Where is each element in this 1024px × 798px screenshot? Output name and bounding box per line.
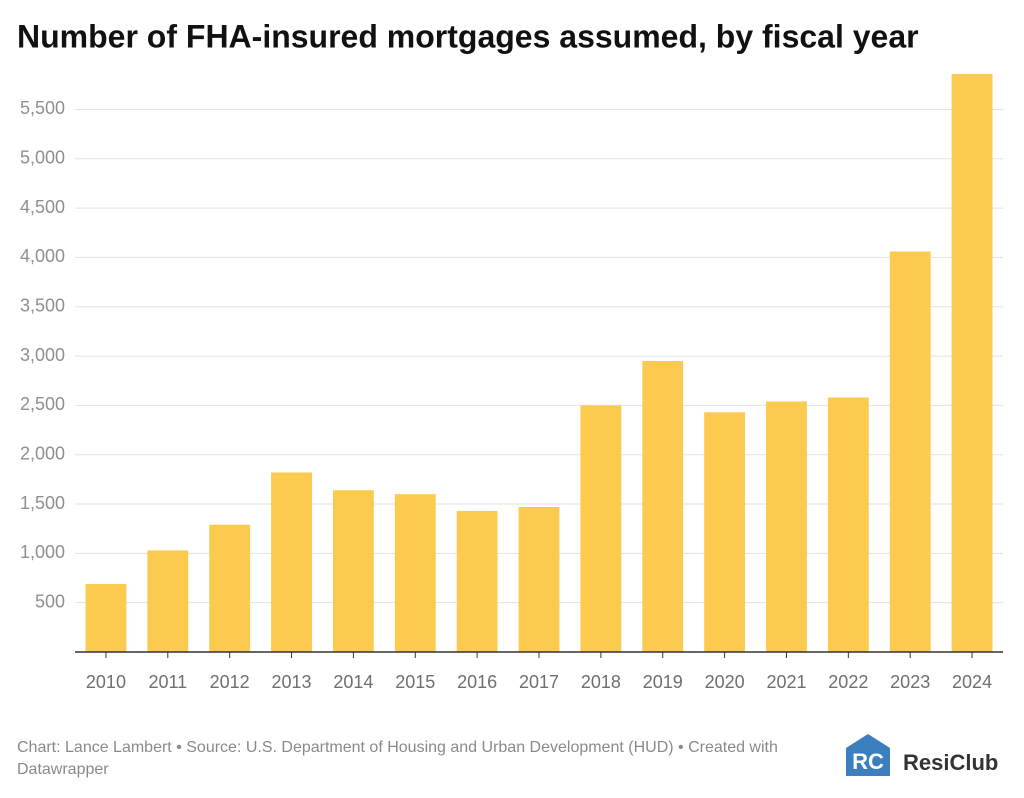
x-tick-label: 2020 (705, 672, 745, 692)
y-tick-label: 5,500 (20, 98, 65, 118)
y-tick-label: 2,000 (20, 443, 65, 463)
logo-mark: RC (852, 749, 884, 774)
bar (271, 472, 312, 652)
bar (147, 550, 189, 652)
y-tick-label: 1,000 (20, 542, 65, 562)
x-tick-label: 2012 (210, 672, 250, 692)
bar (951, 73, 993, 653)
x-tick-label: 2015 (395, 672, 435, 692)
x-tick-label: 2023 (890, 672, 930, 692)
bar (889, 251, 931, 653)
y-tick-label: 2,500 (20, 394, 65, 414)
y-tick-label: 5,000 (20, 148, 65, 168)
y-tick-label: 1,500 (20, 493, 65, 513)
x-tick-label: 2019 (643, 672, 683, 692)
x-tick-label: 2024 (952, 672, 992, 692)
x-tick-label: 2011 (148, 672, 187, 692)
bar (332, 490, 374, 652)
y-tick-label: 4,500 (20, 197, 65, 217)
bar (85, 583, 127, 652)
x-tick-label: 2013 (272, 672, 312, 692)
x-tick-label: 2010 (86, 672, 126, 692)
bar (642, 361, 684, 652)
y-tick-label: 3,500 (20, 295, 65, 315)
bar (766, 401, 807, 652)
x-tick-label: 2016 (457, 672, 497, 692)
y-tick-label: 4,000 (20, 246, 65, 266)
y-tick-label: 3,000 (20, 345, 65, 365)
y-tick-label: 500 (35, 591, 65, 611)
logo-icon: RC (846, 734, 890, 776)
logo-text: ResiClub (903, 750, 998, 775)
bar (209, 524, 251, 652)
bar (456, 510, 498, 652)
bar (394, 494, 436, 652)
chart-title: Number of FHA-insured mortgages assumed,… (17, 18, 919, 54)
bar (704, 412, 746, 652)
x-tick-label: 2018 (581, 672, 621, 692)
bar (518, 506, 560, 652)
footer: Chart: Lance Lambert • Source: U.S. Depa… (17, 739, 778, 778)
x-tick-label: 2021 (766, 672, 806, 692)
bar (580, 405, 622, 652)
x-tick-label: 2022 (828, 672, 868, 692)
x-tick-label: 2017 (519, 672, 559, 692)
bar (827, 397, 869, 652)
x-tick-label: 2014 (333, 672, 373, 692)
